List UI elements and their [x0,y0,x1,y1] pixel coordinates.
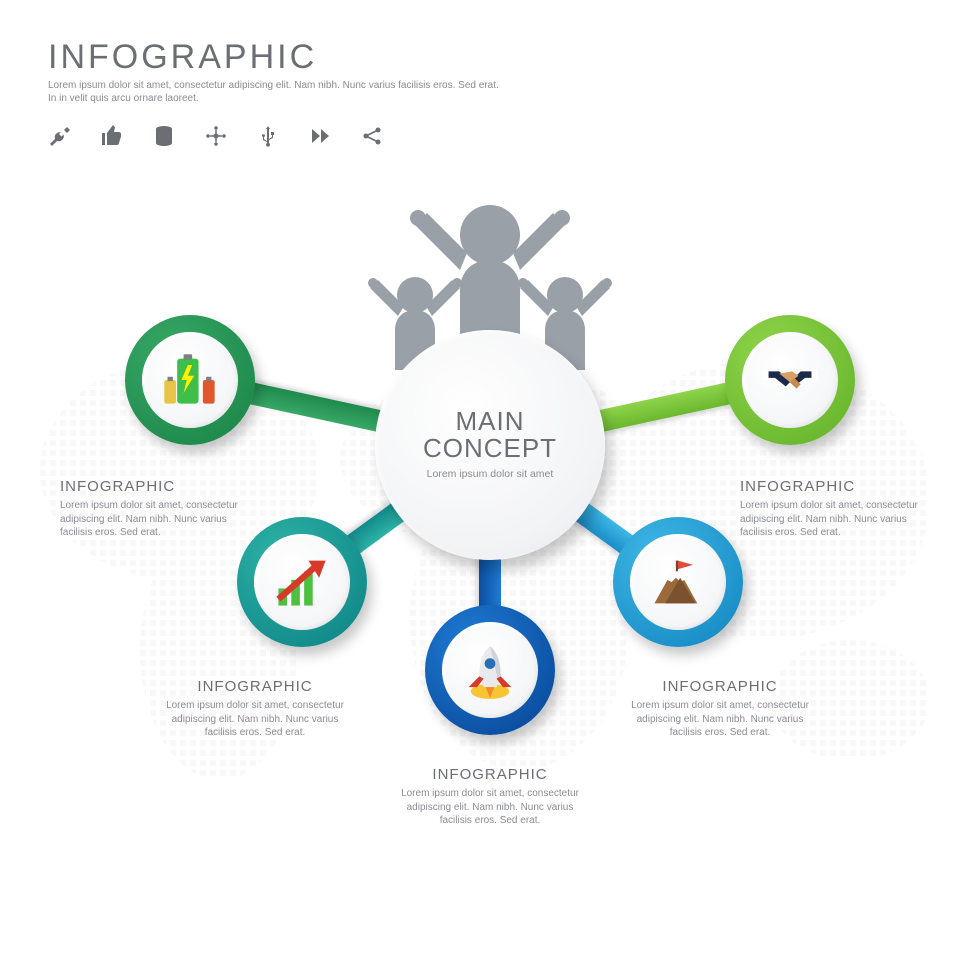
wrench-icon [48,124,72,153]
forward-icon [308,124,332,153]
label-title-growth: INFOGRAPHIC [165,678,345,695]
share-icon [360,124,384,153]
label-handshake: INFOGRAPHIC Lorem ipsum dolor sit amet, c… [740,478,920,540]
growth-icon [272,552,332,612]
header: INFOGRAPHIC Lorem ipsum dolor sit amet, … [48,38,508,105]
usb-icon [256,124,280,153]
label-title-handshake: INFOGRAPHIC [740,478,920,495]
center-concept: MAINCONCEPT Lorem ipsum dolor sit amet [375,330,605,560]
page-title: INFOGRAPHIC [48,38,508,77]
label-body-battery: Lorem ipsum dolor sit amet, consectetur … [60,499,240,540]
handshake-icon [760,350,820,410]
node-growth [237,517,367,647]
label-body-handshake: Lorem ipsum dolor sit amet, consectetur … [740,499,920,540]
center-title: MAINCONCEPT [423,408,557,463]
label-growth: INFOGRAPHIC Lorem ipsum dolor sit amet, c… [165,678,345,740]
rocket-icon [460,640,520,700]
label-body-rocket: Lorem ipsum dolor sit amet, consectetur … [400,787,580,828]
label-battery: INFOGRAPHIC Lorem ipsum dolor sit amet, c… [60,478,240,540]
node-mountain [613,517,743,647]
label-mountain: INFOGRAPHIC Lorem ipsum dolor sit amet, c… [630,678,810,740]
label-body-mountain: Lorem ipsum dolor sit amet, consectetur … [630,699,810,740]
node-inner-mountain [630,534,726,630]
node-battery [125,315,255,445]
database-icon [152,124,176,153]
battery-icon [160,350,220,410]
thumbs-up-icon [100,124,124,153]
node-inner-battery [142,332,238,428]
node-inner-handshake [742,332,838,428]
label-title-mountain: INFOGRAPHIC [630,678,810,695]
network-icon [204,124,228,153]
node-inner-rocket [442,622,538,718]
mountain-icon [648,552,708,612]
page-subtitle: Lorem ipsum dolor sit amet, consectetur … [48,79,508,105]
node-rocket [425,605,555,735]
node-inner-growth [254,534,350,630]
label-title-battery: INFOGRAPHIC [60,478,240,495]
label-title-rocket: INFOGRAPHIC [400,766,580,783]
center-body: Lorem ipsum dolor sit amet [427,468,554,482]
label-rocket: INFOGRAPHIC Lorem ipsum dolor sit amet, c… [400,766,580,828]
label-body-growth: Lorem ipsum dolor sit amet, consectetur … [165,699,345,740]
radial-diagram: MAINCONCEPT Lorem ipsum dolor sit amet I… [0,190,980,940]
node-handshake [725,315,855,445]
icon-row [48,124,384,153]
